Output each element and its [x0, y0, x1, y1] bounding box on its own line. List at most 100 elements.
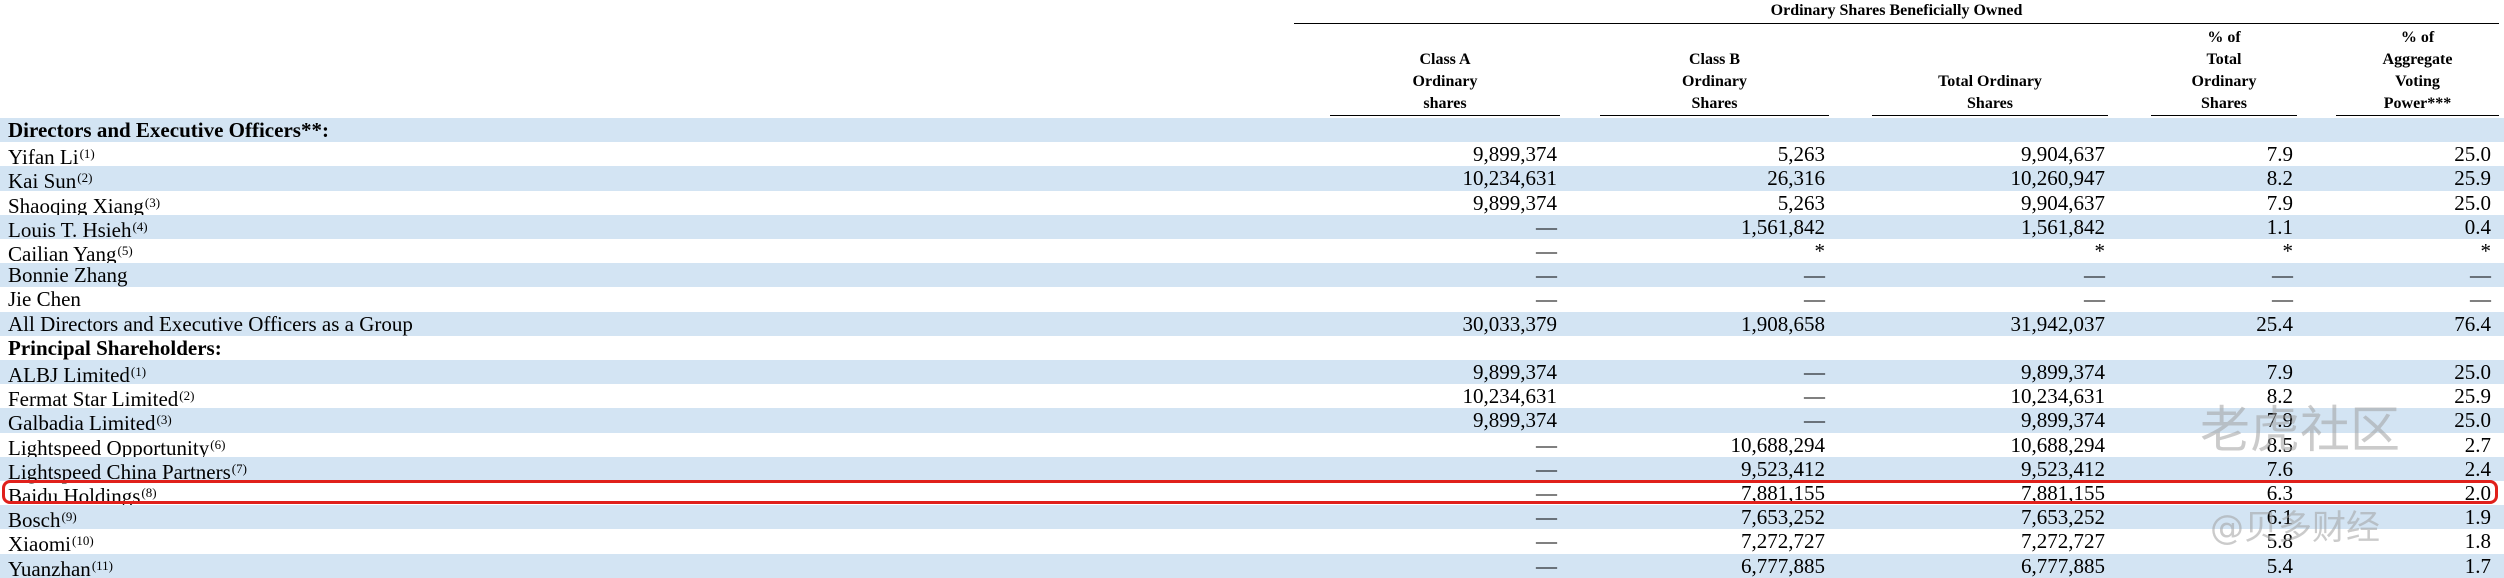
row-label: Louis T. Hsieh(4) — [8, 215, 148, 242]
cell: — — [1536, 287, 1557, 312]
cell: 7,272,727 — [2021, 529, 2105, 554]
footnote-ref: (1) — [79, 146, 95, 162]
cell: 9,904,637 — [2021, 142, 2105, 167]
cell: 25.9 — [2454, 384, 2491, 409]
cell: 10,260,947 — [2010, 166, 2106, 191]
cell: 31,942,037 — [2010, 311, 2106, 336]
label-text: ALBJ Limited — [8, 363, 130, 387]
footnote-ref: (10) — [72, 533, 94, 549]
cell: 25.0 — [2454, 142, 2491, 167]
cell: 2.4 — [2464, 456, 2491, 481]
footnote-ref: (6) — [210, 436, 226, 452]
cell: 25.0 — [2454, 190, 2491, 215]
cell: 7,653,252 — [1741, 505, 1825, 530]
cell: 76.4 — [2454, 311, 2491, 336]
label-text: Lightspeed China Partners — [8, 459, 231, 484]
label-text: Jie Chen — [8, 287, 81, 312]
cell: — — [1804, 384, 1825, 409]
cell: 6.1 — [2266, 505, 2293, 530]
table-row: Jie Chen — — — — — — [0, 287, 2504, 311]
row-label: Bosch(9) — [8, 505, 77, 532]
row-label: Yifan Li(1) — [8, 142, 95, 169]
table-row: Lightspeed China Partners(7) — 9,523,412 9,… — [0, 456, 2504, 484]
footnote-ref: (4) — [132, 218, 148, 234]
row-label: Lightspeed China Partners(7) — [8, 457, 247, 484]
cell: 8.2 — [2266, 166, 2293, 191]
cell: — — [2272, 287, 2293, 312]
label-text: Yuanzhan — [8, 556, 91, 578]
cell: 26,316 — [1767, 166, 1825, 191]
table-row: Bonnie Zhang — — — — — — [0, 263, 2504, 288]
footnote-ref: (11) — [91, 557, 113, 573]
row-label: Fermat Star Limited(2) — [8, 384, 194, 411]
row-label: Baidu Holdings(8) — [8, 481, 157, 508]
cell: 9,899,374 — [1473, 142, 1557, 167]
cell: — — [2084, 287, 2105, 312]
table-row: Cailian Yang(5) — * * * * — [0, 239, 2504, 266]
cell: 7,653,252 — [2021, 505, 2105, 530]
table-row: Xiaomi(10) — 7,272,727 7,272,727 5.8 1.8 — [0, 529, 2504, 556]
cell: 1.8 — [2464, 529, 2491, 554]
row-label: Kai Sun(2) — [8, 166, 92, 193]
cell: 5,263 — [1777, 190, 1825, 215]
footnote-ref: (9) — [61, 509, 77, 525]
row-label: Bonnie Zhang — [8, 263, 128, 287]
cell: 10,688,294 — [1730, 432, 1826, 457]
cell: 5,263 — [1777, 142, 1825, 167]
cell: 10,234,631 — [1462, 384, 1558, 409]
cell: 7.9 — [2266, 142, 2293, 167]
cell: — — [2084, 263, 2105, 288]
cell: 1.9 — [2464, 505, 2491, 530]
cell: — — [1536, 214, 1557, 239]
cell: 0.4 — [2464, 214, 2491, 239]
row-label: All Directors and Executive Officers as … — [8, 312, 413, 336]
cell: — — [1804, 287, 1825, 312]
row-label: Shaoqing Xiang(3) — [8, 191, 160, 218]
cell: 5.8 — [2266, 529, 2293, 554]
watermark: 老虎社区 — [2200, 401, 2400, 459]
label-text: Kai Sun — [8, 169, 77, 194]
cell: — — [1804, 360, 1825, 384]
cell: 7,272,727 — [1741, 529, 1825, 554]
footnote-ref: (2) — [77, 170, 93, 186]
table-row: Directors and Executive Officers**: — [0, 118, 2504, 143]
row-label: Jie Chen — [8, 287, 81, 311]
cell: 8.2 — [2266, 384, 2293, 409]
cell: * — [1814, 239, 1826, 263]
cell: 7.9 — [2266, 360, 2293, 384]
cell: — — [2470, 287, 2491, 312]
cell: 1.1 — [2266, 214, 2293, 239]
cell: 9,899,374 — [1473, 190, 1557, 215]
label-text: Galbadia Limited — [8, 411, 156, 436]
label-text: Cailian Yang — [8, 242, 117, 266]
table-row: Yuanzhan(11) — 6,777,885 6,777,885 5.4 1.7 — [0, 553, 2504, 578]
cell: * — [2282, 239, 2294, 263]
cell: 6,777,885 — [2021, 553, 2105, 578]
cell: * — [2480, 239, 2492, 263]
cell: 10,234,631 — [1462, 166, 1558, 191]
cell: — — [1536, 263, 1557, 288]
label-text: Shaoqing Xiang — [8, 193, 144, 218]
section-label: Principal Shareholders: — [8, 336, 222, 360]
label-text: Principal Shareholders: — [8, 335, 222, 360]
cell: — — [1536, 529, 1557, 554]
cell: 7.6 — [2266, 456, 2293, 481]
column-header: Class A Ordinary shares — [1330, 49, 1560, 116]
label-text: Bonnie Zhang — [8, 263, 128, 288]
cell: 9,899,374 — [1473, 408, 1557, 433]
group-header: Ordinary Shares Beneficially Owned — [1294, 2, 2499, 24]
cell: 9,523,412 — [2021, 456, 2105, 481]
label-text: Fermat Star Limited — [8, 387, 179, 412]
footnote-ref: (2) — [179, 388, 195, 404]
table-row: All Directors and Executive Officers as … — [0, 311, 2504, 336]
cell: 1,561,842 — [1741, 214, 1825, 239]
cell: — — [1536, 505, 1557, 530]
row-label: Yuanzhan(11) — [8, 554, 113, 578]
cell: 1.7 — [2464, 553, 2491, 578]
row-label: ALBJ Limited(1) — [8, 360, 146, 387]
column-header: Class B Ordinary Shares — [1600, 49, 1829, 116]
cell: 9,899,374 — [2021, 408, 2105, 433]
cell: — — [1536, 553, 1557, 578]
footnote-ref: (5) — [117, 243, 133, 258]
